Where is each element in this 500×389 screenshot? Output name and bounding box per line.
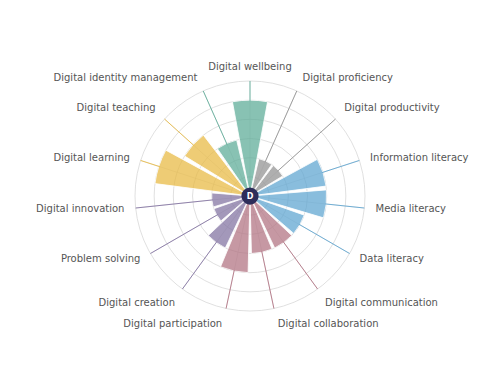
leader-line xyxy=(150,215,217,254)
bar xyxy=(250,196,272,253)
leader-line xyxy=(203,91,227,144)
leader-line xyxy=(165,119,194,145)
leader-line xyxy=(322,160,359,172)
category-label: Digital productivity xyxy=(344,102,439,113)
spoke xyxy=(250,119,335,196)
bar xyxy=(217,140,250,196)
bars xyxy=(155,100,327,272)
category-label: Digital participation xyxy=(123,318,222,329)
category-label: Data literacy xyxy=(360,253,424,264)
category-label: Digital learning xyxy=(53,152,129,163)
grid-ring xyxy=(135,81,365,311)
grid-ring xyxy=(154,100,346,292)
leader-line xyxy=(265,91,297,162)
category-label: Digital teaching xyxy=(77,102,156,113)
category-label: Problem solving xyxy=(61,253,141,264)
leader-line xyxy=(250,81,251,101)
leader-line xyxy=(141,160,160,166)
center-disc xyxy=(241,187,258,204)
leader-line xyxy=(325,204,364,208)
category-label: Digital wellbeing xyxy=(208,61,291,72)
leader-line xyxy=(136,200,213,208)
category-label: Digital identity management xyxy=(54,72,198,83)
category-label: Digital innovation xyxy=(36,203,124,214)
spoke xyxy=(182,196,250,289)
center-label: D xyxy=(247,192,254,201)
bar xyxy=(185,135,250,196)
category-label: Media literacy xyxy=(376,203,447,214)
leader-line xyxy=(226,270,234,308)
leader-line xyxy=(182,242,216,289)
leader-line xyxy=(262,251,274,308)
category-label: Digital communication xyxy=(325,297,438,308)
category-label: Digital collaboration xyxy=(278,318,379,329)
leader-line xyxy=(283,242,317,289)
leader-line xyxy=(299,224,350,253)
category-label: Digital proficiency xyxy=(303,72,394,83)
leader-line xyxy=(278,119,336,171)
chart: D Digital wellbeing Digital proficiency Dig… xyxy=(0,0,500,389)
category-label: Digital creation xyxy=(99,297,175,308)
category-label: Information literacy xyxy=(370,152,468,163)
